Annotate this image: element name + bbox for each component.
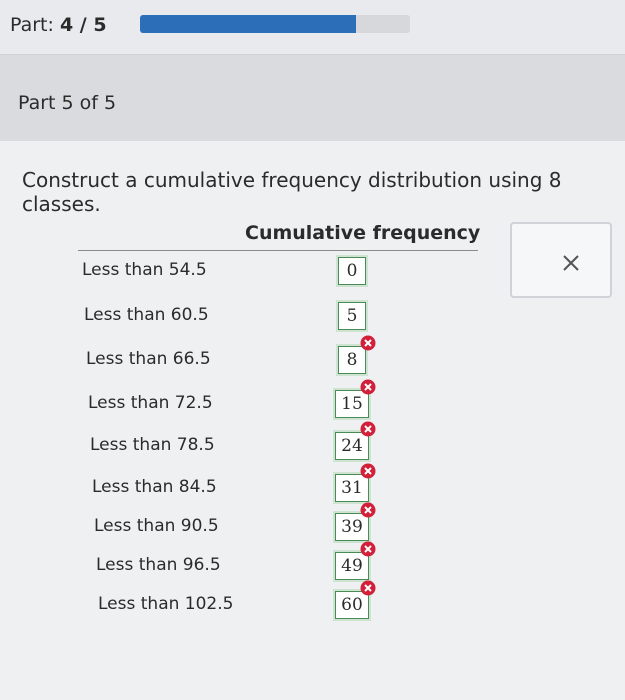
column-header: Cumulative frequency [245,222,481,244]
incorrect-icon [360,379,376,395]
answer-input[interactable]: 8 [338,346,366,374]
row-label: Less than 72.5 [88,393,213,413]
answer-input[interactable]: 0 [338,257,366,285]
answer-input[interactable]: 60 [335,591,369,619]
section-band [0,55,625,141]
row-label: Less than 78.5 [90,435,215,455]
answer-input[interactable]: 5 [338,302,366,330]
row-label: Less than 84.5 [92,477,217,497]
row-label: Less than 102.5 [98,594,234,614]
incorrect-glyph [360,580,376,596]
header-rule [78,250,478,251]
section-title: Part 5 of 5 [18,92,117,114]
answer-input[interactable]: 31 [335,474,369,502]
prompt: Construct a cumulative frequency distrib… [22,168,562,216]
incorrect-icon [360,502,376,518]
incorrect-glyph [360,335,376,351]
row-label: Less than 90.5 [94,516,219,536]
incorrect-glyph [360,463,376,479]
part-indicator: Part: 4 / 5 [10,14,107,36]
progress-bar [140,15,410,33]
incorrect-icon [360,335,376,351]
answer-input[interactable]: 15 [335,390,369,418]
row-label: Less than 54.5 [82,260,207,280]
answer-input[interactable]: 39 [335,513,369,541]
row-label: Less than 66.5 [86,349,211,369]
answer-input[interactable]: 24 [335,432,369,460]
incorrect-icon [360,463,376,479]
answer-input[interactable]: 49 [335,552,369,580]
incorrect-icon [360,580,376,596]
incorrect-glyph [360,421,376,437]
incorrect-icon [360,541,376,557]
row-label: Less than 96.5 [96,555,221,575]
incorrect-icon [360,421,376,437]
incorrect-glyph [360,541,376,557]
close-icon [563,255,579,271]
close-button[interactable] [510,222,612,298]
incorrect-glyph [360,502,376,518]
progress-fill [140,15,356,33]
part-label: Part: [10,14,54,36]
row-label: Less than 60.5 [84,305,209,325]
part-progress: 4 / 5 [59,14,107,36]
incorrect-glyph [360,379,376,395]
